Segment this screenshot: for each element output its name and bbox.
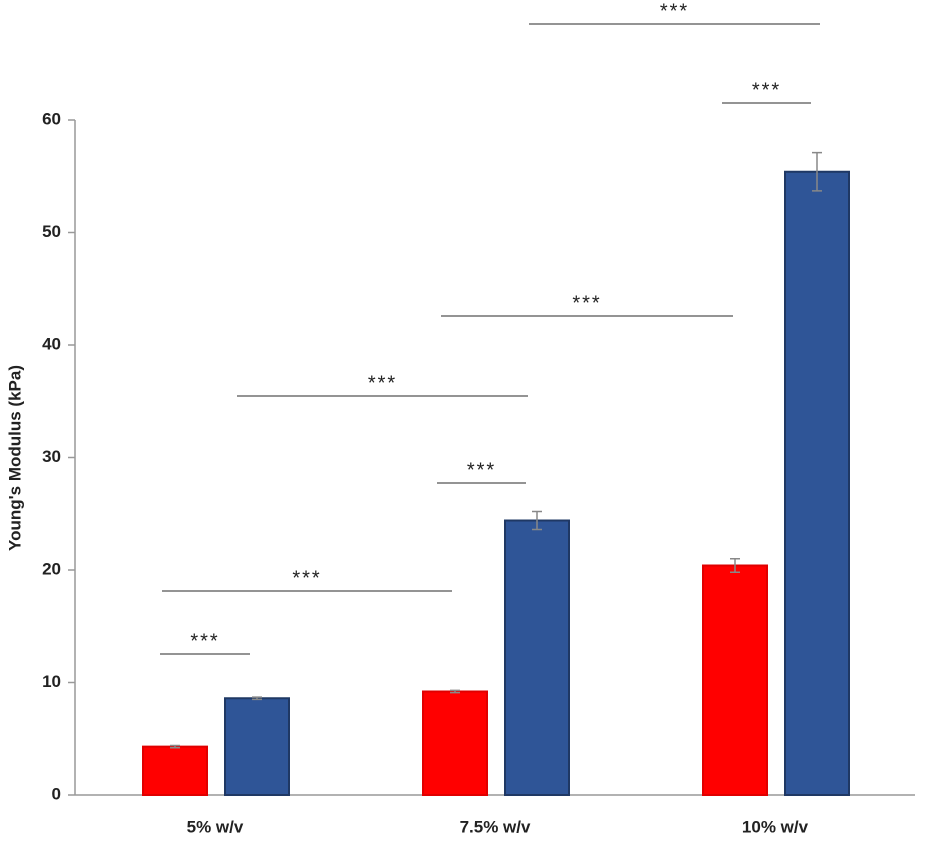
y-tick-label: 30 [42, 447, 61, 466]
bar [224, 697, 290, 796]
significance-label: *** [752, 79, 781, 101]
x-tick-label: 10% w/v [742, 817, 809, 836]
bar [702, 564, 768, 796]
significance-label: *** [190, 630, 219, 652]
significance-label: *** [660, 0, 689, 22]
significance-label: *** [572, 292, 601, 314]
significance-label: *** [292, 567, 321, 589]
y-tick-label: 50 [42, 222, 61, 241]
bar [504, 519, 570, 796]
error-bar [450, 689, 460, 694]
y-tick-label: 10 [42, 672, 61, 691]
error-bar [252, 696, 262, 701]
error-bar [532, 510, 542, 531]
y-tick-label: 40 [42, 334, 61, 353]
error-bar [730, 558, 740, 573]
y-tick-label: 60 [42, 109, 61, 128]
y-tick-label: 0 [52, 784, 61, 803]
significance-label: *** [368, 372, 397, 394]
bar [422, 690, 488, 796]
error-bar [170, 744, 180, 749]
y-tick-label: 20 [42, 559, 61, 578]
bar [784, 170, 850, 796]
y-axis-label: Young's Modulus (kPa) [5, 365, 24, 551]
error-bar [812, 151, 822, 192]
significance-label: *** [467, 459, 496, 481]
x-tick-label: 5% w/v [187, 817, 244, 836]
x-tick-label: 7.5% w/v [460, 817, 531, 836]
bar [142, 745, 208, 796]
